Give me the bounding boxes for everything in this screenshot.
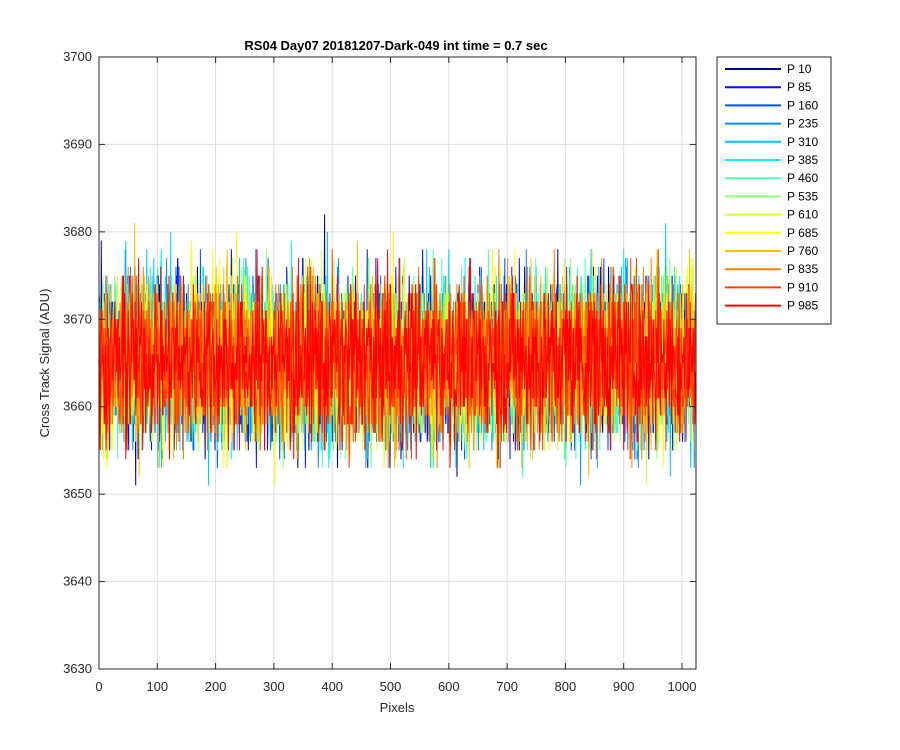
legend-entry: P 385 — [787, 153, 818, 167]
legend-box — [716, 56, 832, 325]
x-tick-label: 1000 — [668, 679, 697, 694]
legend-entry: P 610 — [787, 208, 818, 222]
y-tick-label: 3640 — [63, 574, 92, 589]
y-tick-label: 3690 — [63, 136, 92, 151]
y-tick-label: 3630 — [63, 661, 92, 676]
x-axis-label: Pixels — [380, 700, 415, 715]
x-tick-label: 700 — [496, 679, 518, 694]
y-tick-label: 3680 — [63, 224, 92, 239]
legend-entry: P 235 — [787, 117, 818, 131]
legend-entry: P 10 — [787, 62, 812, 76]
x-tick-label: 400 — [321, 679, 343, 694]
legend-entry: P 760 — [787, 244, 818, 258]
x-tick-label: 800 — [555, 679, 577, 694]
ticks: 0 100 200 300 400 500 600 700 800 900 1000 3630 3640… — [63, 49, 696, 694]
x-tick-label: 100 — [146, 679, 168, 694]
x-tick-label: 600 — [438, 679, 460, 694]
y-tick-label: 3650 — [63, 486, 92, 501]
legend-entry: P 535 — [787, 189, 818, 203]
x-tick-label: 500 — [380, 679, 402, 694]
x-tick-label: 300 — [263, 679, 285, 694]
y-tick-label: 3670 — [63, 311, 92, 326]
traces — [99, 214, 696, 486]
x-tick-label: 0 — [95, 679, 102, 694]
legend-entry: P 685 — [787, 226, 818, 240]
legend-entry: P 160 — [787, 98, 818, 112]
legend-entry: P 460 — [787, 171, 818, 185]
y-tick-label: 3660 — [63, 399, 92, 414]
y-tick-label: 3700 — [63, 49, 92, 64]
legend-entry: P 835 — [787, 262, 818, 276]
chart-title: RS04 Day07 20181207-Dark-049 int time = … — [244, 38, 547, 53]
series-line — [99, 249, 696, 468]
legend-entry: P 985 — [787, 299, 818, 313]
x-tick-label: 200 — [205, 679, 227, 694]
legend-entry: P 310 — [787, 135, 818, 149]
x-tick-label: 900 — [613, 679, 635, 694]
legend: P 10 P 85 P 160 P 235 P 310 P 385 P 460 P 535 P … — [716, 56, 832, 325]
axes-box — [98, 56, 697, 670]
legend-entry: P 85 — [787, 80, 812, 94]
legend-entry: P 910 — [787, 280, 818, 294]
y-axis-label: Cross Track Signal (ADU) — [37, 289, 52, 438]
